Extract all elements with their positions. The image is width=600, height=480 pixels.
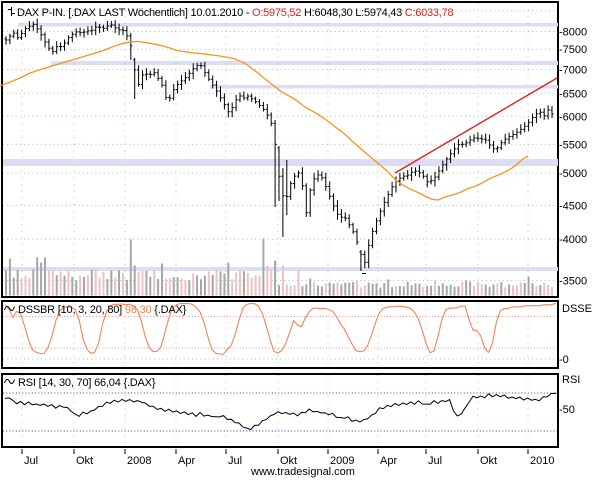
svg-text:RSI: RSI [562, 374, 580, 386]
svg-text:DSSE: DSSE [562, 303, 592, 315]
svg-text:Jul: Jul [428, 455, 442, 467]
svg-text:-7500: -7500 [559, 44, 587, 56]
svg-text:DAX P-IN. [.DAX LAST Wöchentli: DAX P-IN. [.DAX LAST Wöchentlich] 10.01.… [17, 7, 453, 19]
svg-text:Jul: Jul [24, 455, 38, 467]
svg-text:www.tradesignal.com: www.tradesignal.com [250, 466, 355, 478]
svg-text:-7000: -7000 [559, 64, 587, 76]
svg-text:-5500: -5500 [559, 139, 587, 151]
svg-text:-8000: -8000 [559, 27, 587, 39]
svg-text:-5000: -5000 [559, 168, 587, 180]
svg-text:-6500: -6500 [559, 88, 587, 100]
svg-text:-50: -50 [559, 404, 575, 416]
svg-text:Jul: Jul [228, 455, 242, 467]
svg-text:Okt: Okt [480, 455, 497, 467]
svg-text:2010: 2010 [530, 455, 554, 467]
svg-text:-4500: -4500 [559, 201, 587, 213]
svg-text:Apr: Apr [380, 455, 397, 467]
svg-text:Apr: Apr [178, 455, 195, 467]
svg-text:-6000: -6000 [559, 111, 587, 123]
svg-text:2009: 2009 [330, 455, 354, 467]
svg-text:2008: 2008 [127, 455, 151, 467]
svg-text:-0: -0 [559, 354, 569, 366]
svg-text:RSI [14, 30, 70] 66,04 {.DAX}: RSI [14, 30, 70] 66,04 {.DAX} [18, 377, 156, 389]
svg-text:-3500: -3500 [559, 276, 587, 288]
svg-text:Okt: Okt [76, 455, 93, 467]
svg-text:Okt: Okt [280, 455, 297, 467]
svg-text:DSSBR [10, 3, 20, 80] 98,30 {.: DSSBR [10, 3, 20, 80] 98,30 {.DAX} [18, 304, 187, 316]
svg-text:-4000: -4000 [559, 234, 587, 246]
